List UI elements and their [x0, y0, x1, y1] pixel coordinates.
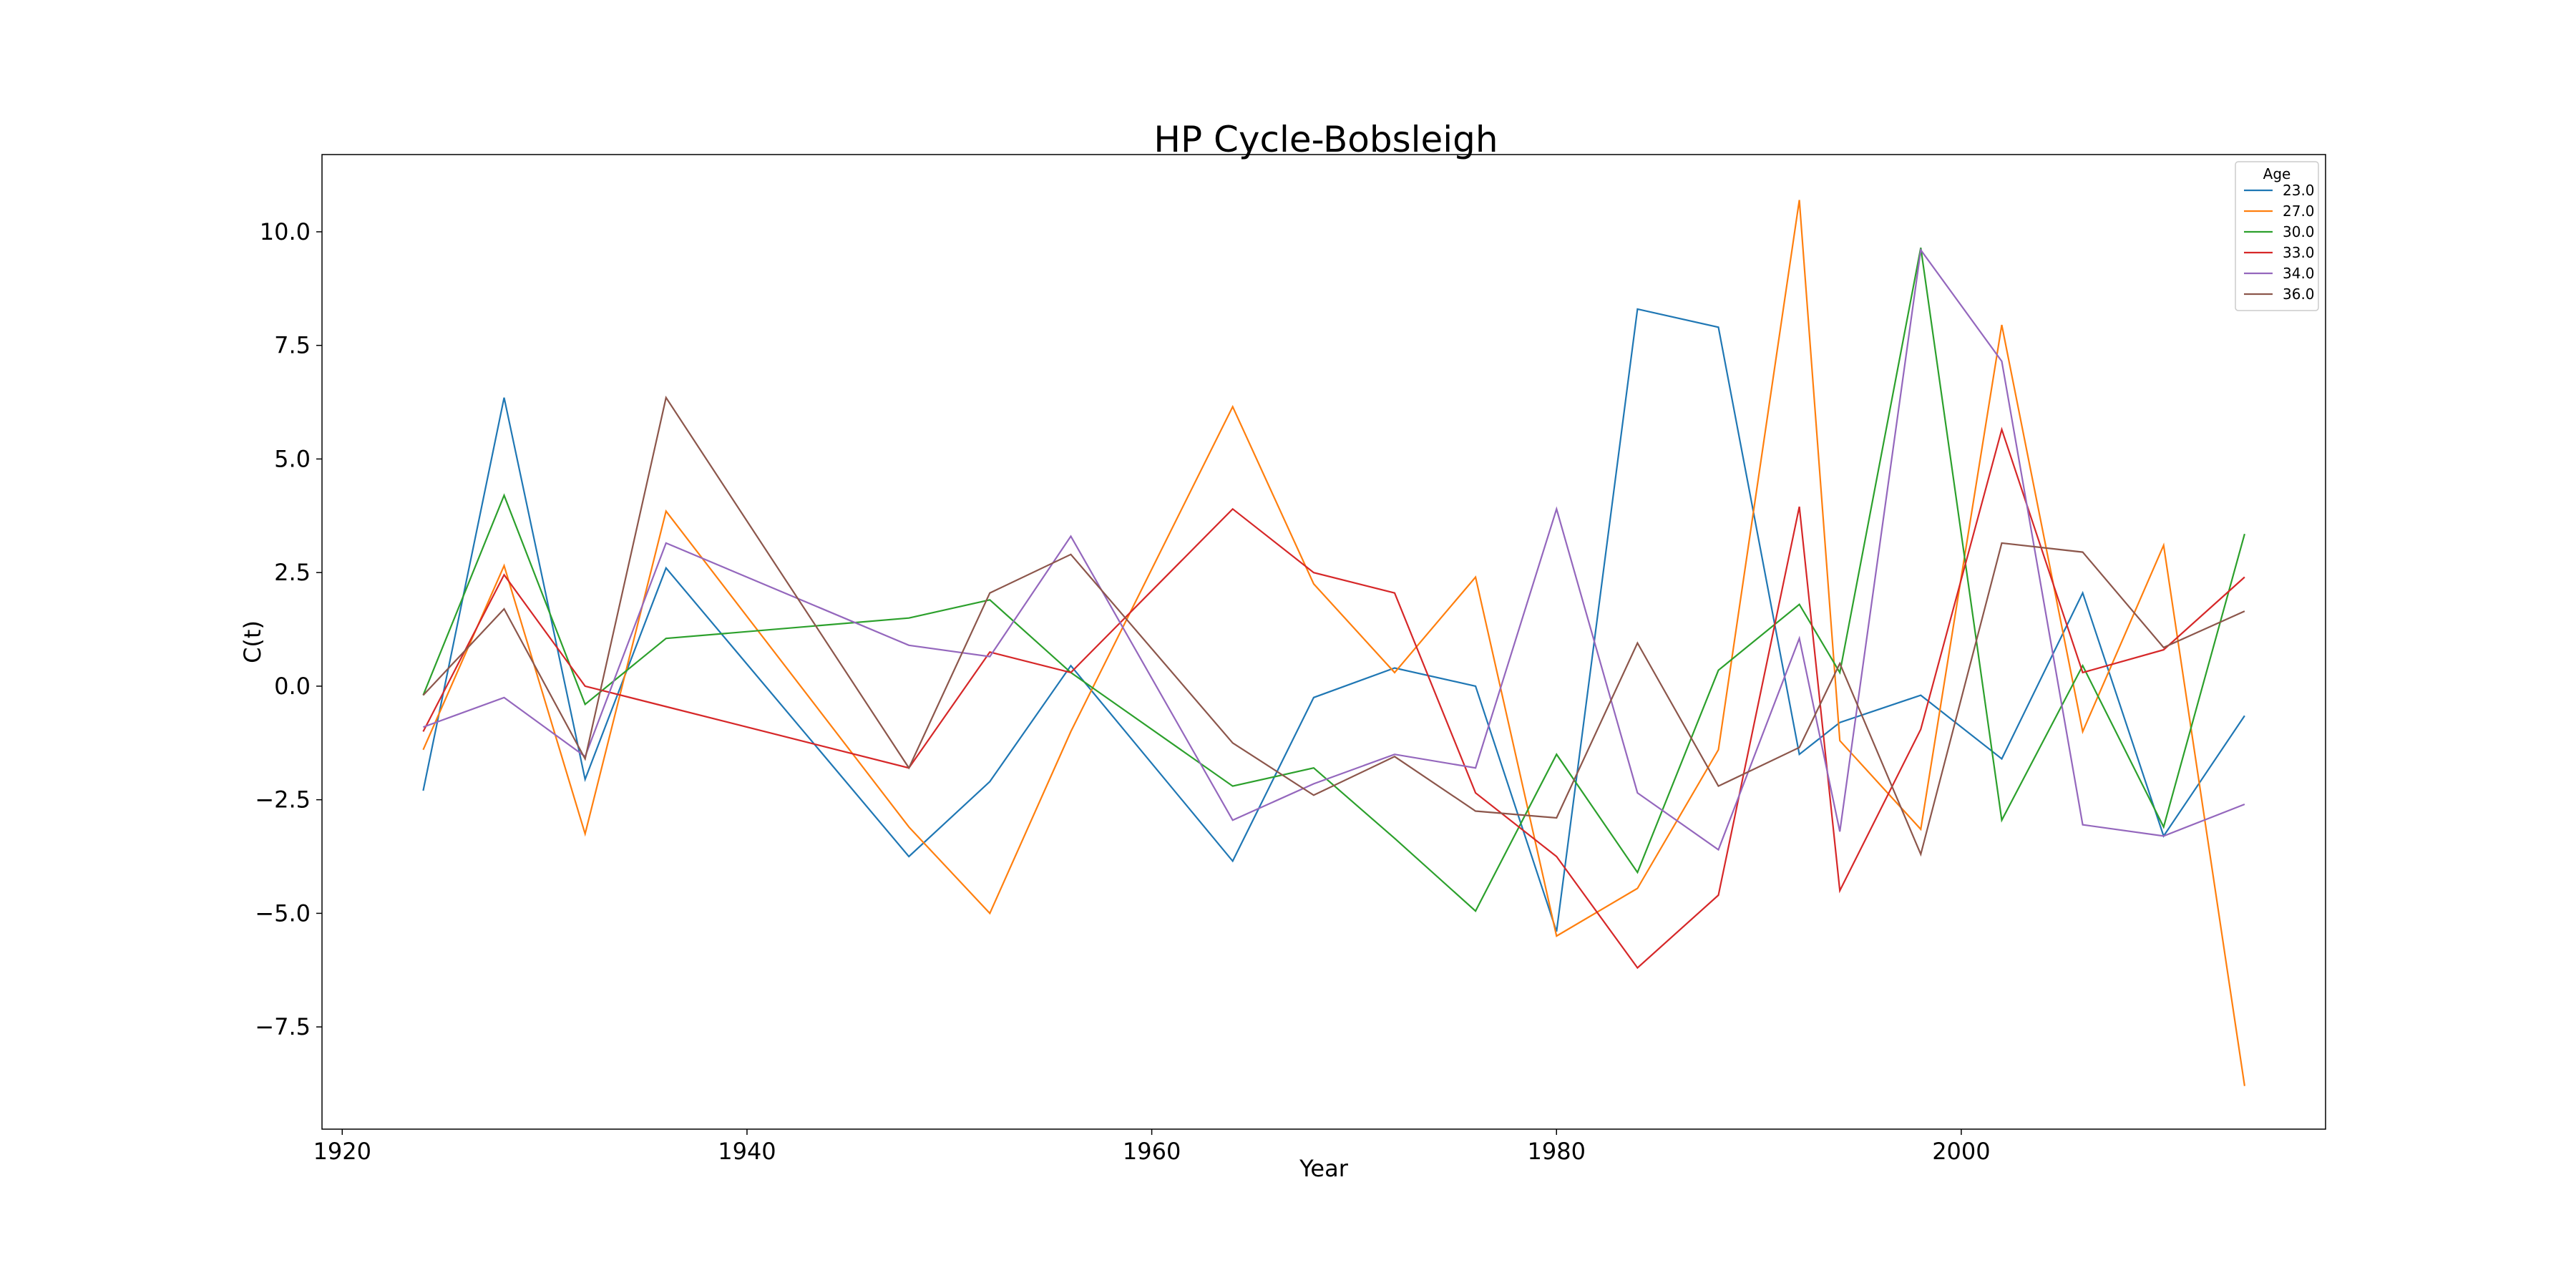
y-tick-label: 7.5: [274, 332, 311, 359]
legend-label: 36.0: [2283, 286, 2315, 303]
x-tick-label: 1980: [1528, 1138, 1586, 1165]
y-tick-label: 0.0: [274, 673, 311, 700]
legend-label: 34.0: [2283, 265, 2315, 282]
series-line-27-0: [422, 200, 2245, 1086]
series-line-33-0: [422, 426, 2245, 970]
y-tick-label: −5.0: [255, 899, 311, 927]
legend-label: 30.0: [2283, 223, 2315, 240]
y-tick-label: 2.5: [274, 559, 311, 586]
legend: Age 23.0 27.0 30.0 33.0 34.0 36.0: [2235, 161, 2319, 311]
x-axis-label: Year: [1299, 1155, 1349, 1182]
plot-area: [422, 200, 2245, 1086]
legend-label: 23.0: [2283, 182, 2315, 199]
series-line-30-0: [422, 247, 2245, 912]
series-line-23-0: [422, 308, 2245, 932]
legend-title: Age: [2263, 165, 2291, 182]
y-tick-label: 10.0: [260, 218, 311, 245]
x-tick-label: 1940: [718, 1138, 776, 1165]
y-axis: −7.5 −5.0 −2.5 0.0 2.5 5.0 7.5 10.0: [255, 218, 322, 1040]
series-line-36-0: [422, 395, 2245, 857]
x-axis: 1920 1940 1960 1980 2000: [313, 1129, 1991, 1165]
x-tick-label: 1920: [313, 1138, 371, 1165]
plot-frame: [321, 154, 2326, 1130]
chart-title: HP Cycle-Bobsleigh: [1153, 119, 1498, 160]
legend-label: 33.0: [2283, 244, 2315, 261]
x-tick-label: 1960: [1123, 1138, 1181, 1165]
series-line-34-0: [423, 248, 2245, 852]
y-tick-label: −2.5: [255, 786, 311, 814]
legend-items: 23.0 27.0 30.0 33.0 34.0 36.0: [2244, 182, 2315, 303]
y-tick-label: −7.5: [255, 1013, 311, 1040]
legend-label: 27.0: [2283, 203, 2315, 220]
y-axis-label: C(t): [239, 620, 266, 663]
y-tick-label: 5.0: [274, 445, 311, 472]
x-tick-label: 2000: [1932, 1138, 1990, 1165]
